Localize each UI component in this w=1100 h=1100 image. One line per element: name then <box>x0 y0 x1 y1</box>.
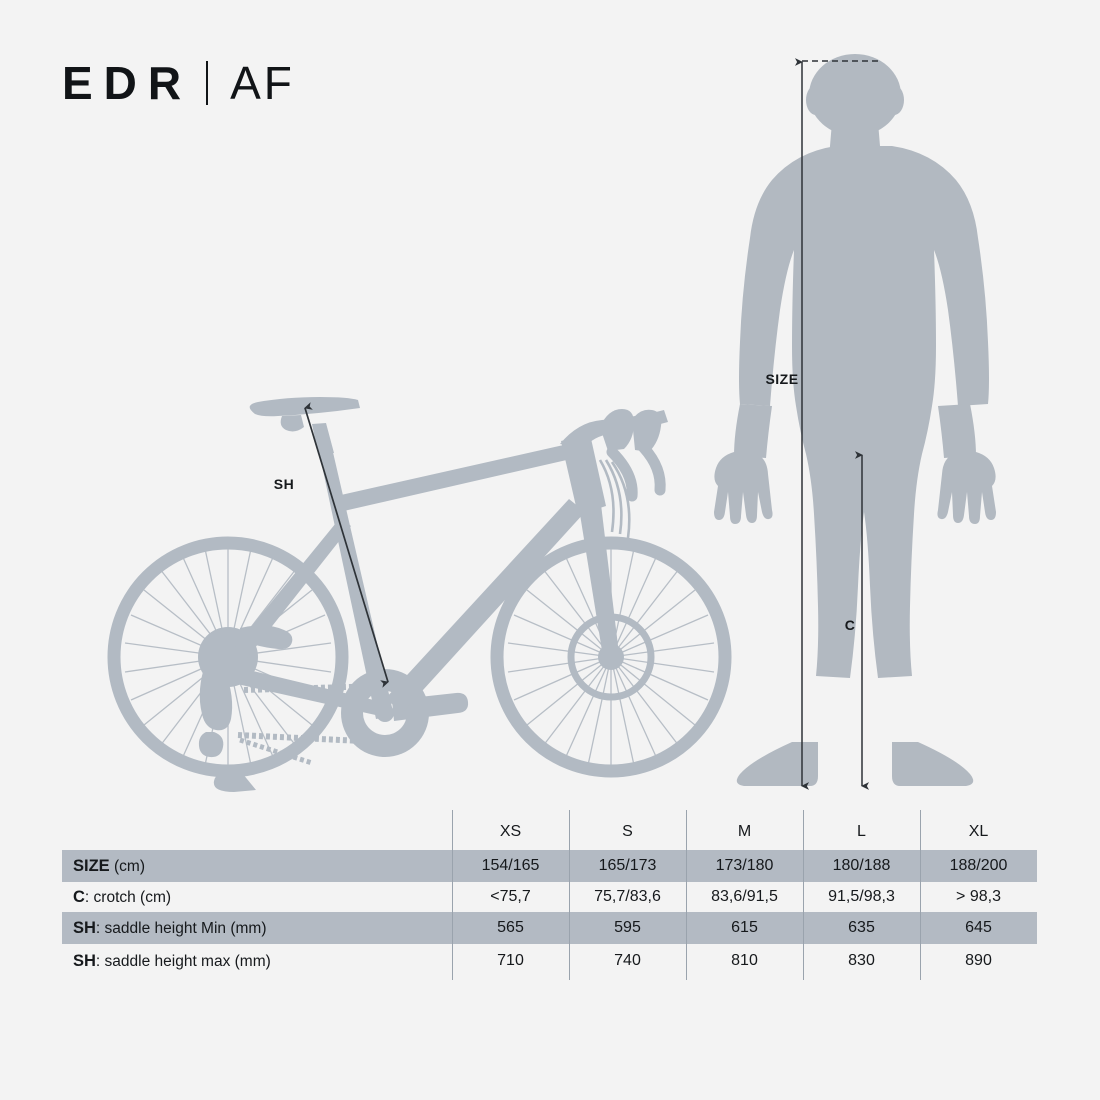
foot-left <box>736 742 818 786</box>
cell-saddle-min-l: 635 <box>848 919 875 936</box>
brand-wordmark: EDR AF <box>62 52 295 114</box>
table-row: SIZE (cm) 154/165 165/173 173/180 180/18… <box>62 850 1037 882</box>
cell-saddle-min-s: 595 <box>614 919 641 936</box>
cell-saddle-max-m: 810 <box>731 952 758 969</box>
row-label-crotch-strong: C <box>73 887 85 906</box>
saddle-height-label: SH <box>274 476 294 492</box>
cell-size-xl: 188/200 <box>949 857 1008 874</box>
pedal-rear <box>213 768 256 792</box>
front-wheel-spokes <box>507 541 715 773</box>
ear-left <box>806 85 826 115</box>
column-header-l: L <box>857 823 866 840</box>
drop-bar-curve <box>606 446 638 502</box>
brake-hood-right <box>632 409 662 452</box>
brand-separator-bar <box>206 61 209 105</box>
row-label-saddle-max-strong: SH <box>73 951 96 970</box>
front-wheel-rim <box>490 536 732 778</box>
fork <box>578 496 619 657</box>
cell-saddle-min-xl: 645 <box>965 919 992 936</box>
row-label-size-light: (cm) <box>109 857 145 875</box>
cell-crotch-xs: <75,7 <box>490 888 531 905</box>
table-header-row: XS S M L XL <box>62 814 1037 850</box>
brake-cables <box>598 459 631 539</box>
row-label-saddle-max: SH: saddle height max (mm) <box>62 952 452 971</box>
cell-saddle-max-xl: 890 <box>965 952 992 969</box>
saddle <box>249 397 360 417</box>
row-label-crotch: C: crotch (cm) <box>62 888 452 907</box>
hand-right <box>937 452 996 524</box>
cell-size-xs: 154/165 <box>481 857 540 874</box>
cell-saddle-max-l: 830 <box>848 952 875 969</box>
column-header-xs: XS <box>499 823 522 840</box>
row-band-saddle-min <box>62 912 1037 944</box>
cell-crotch-s: 75,7/83,6 <box>594 888 661 905</box>
size-measure-label: SIZE <box>765 371 798 387</box>
seat-post <box>312 423 334 454</box>
bicycle-illustration: SH <box>107 397 732 792</box>
column-divider-3 <box>803 810 804 980</box>
row-label-saddle-min-light: : saddle height Min (mm) <box>95 919 267 937</box>
down-tube <box>385 499 585 712</box>
row-label-size: SIZE (cm) <box>62 857 452 876</box>
cell-saddle-max-xs: 710 <box>497 952 524 969</box>
column-header-xl: XL <box>968 823 989 840</box>
cell-crotch-m: 83,6/91,5 <box>711 888 778 905</box>
ear-right <box>884 85 904 115</box>
column-divider-4 <box>920 810 921 980</box>
hand-left <box>714 452 773 524</box>
arm-right <box>938 404 976 458</box>
size-diagram: SH <box>107 54 996 792</box>
row-label-saddle-min: SH: saddle height Min (mm) <box>62 919 452 938</box>
brand-name: EDR <box>62 57 193 109</box>
cell-crotch-l: 91,5/98,3 <box>828 888 895 905</box>
human-silhouette <box>714 54 996 786</box>
row-label-saddle-min-strong: SH <box>73 918 96 937</box>
table-row: SH: saddle height max (mm) 710 740 810 8… <box>62 944 1037 978</box>
saddle-height-arrow <box>304 402 389 688</box>
measurement-annotations: SIZE C <box>765 58 878 790</box>
crotch-measure-label: C <box>845 617 856 633</box>
brake-hood-left <box>600 409 634 451</box>
saddle-nose <box>280 415 304 432</box>
brand-model: AF <box>230 57 295 109</box>
foot-right <box>892 742 974 786</box>
table-row: SH: saddle height Min (mm) 565 595 615 6… <box>62 912 1037 944</box>
row-band-size <box>62 850 1037 882</box>
cell-crotch-xl: > 98,3 <box>956 888 1001 905</box>
rear-derailleur <box>199 661 233 731</box>
cell-size-s: 165/173 <box>598 857 657 874</box>
drop-bar-curve-2 <box>638 442 666 496</box>
top-tube <box>332 444 571 513</box>
cell-saddle-max-s: 740 <box>614 952 641 969</box>
column-divider-2 <box>686 810 687 980</box>
column-header-m: M <box>737 823 752 840</box>
rear-derailleur-pulley <box>198 732 224 758</box>
row-label-size-strong: SIZE <box>73 856 110 875</box>
cell-size-l: 180/188 <box>832 857 891 874</box>
row-label-crotch-light: : crotch (cm) <box>84 888 172 906</box>
row-label-saddle-max-light: : saddle height max (mm) <box>95 952 271 970</box>
table-row: C: crotch (cm) <75,7 75,7/83,6 83,6/91,5… <box>62 882 1037 912</box>
size-table: XS S M L XL SIZE (cm) 154/165 165/173 17… <box>0 806 1100 1006</box>
cell-saddle-min-xs: 565 <box>497 919 524 936</box>
arm-left <box>734 404 772 458</box>
cell-size-m: 173/180 <box>715 857 774 874</box>
head <box>809 54 901 136</box>
cell-saddle-min-m: 615 <box>731 919 758 936</box>
head-tube <box>561 434 606 515</box>
column-header-s: S <box>622 823 633 840</box>
column-divider-0 <box>452 810 453 980</box>
chain-stay <box>228 666 382 716</box>
column-divider-1 <box>569 810 570 980</box>
